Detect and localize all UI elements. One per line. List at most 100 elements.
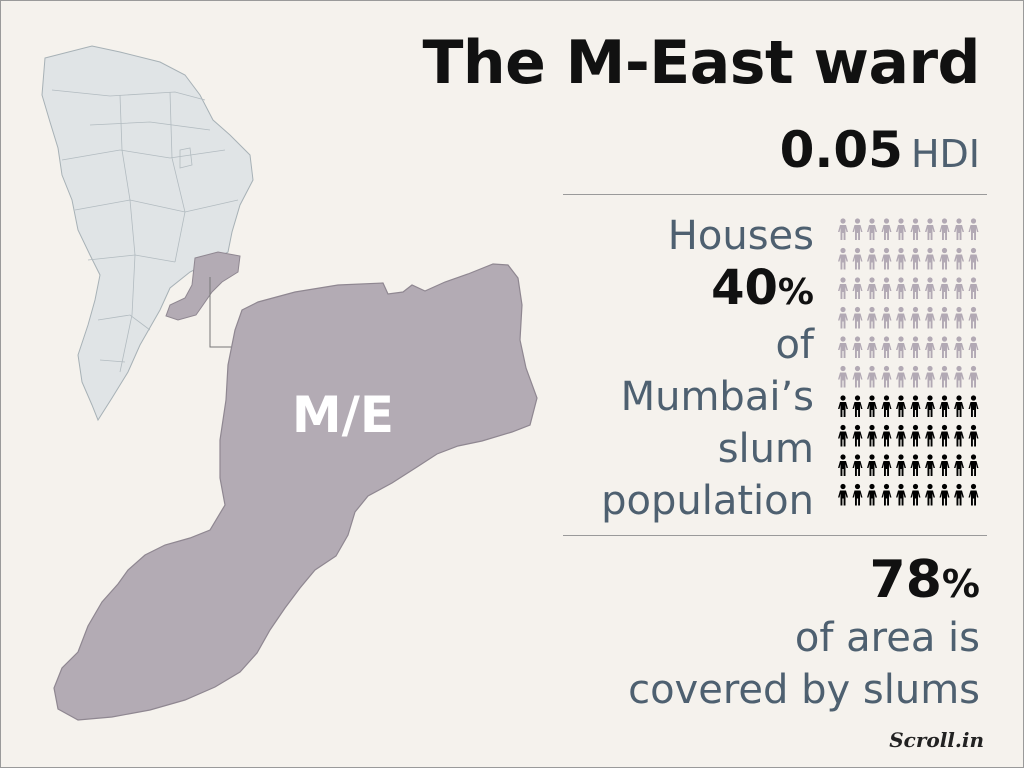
person-icon-highlighted [867,395,877,417]
person-icon-highlighted [867,424,877,447]
person-icon-highlighted [838,454,848,476]
houses-percent: 40% [601,262,814,319]
person-icon-highlighted [881,483,892,506]
person-icon [954,277,964,299]
person-icon-highlighted [838,483,848,506]
person-icon [852,306,863,329]
person-icon-highlighted [939,395,950,417]
person-icon-highlighted [910,454,921,476]
ward-boundaries [51,89,239,373]
person-icon-highlighted [910,395,921,417]
person-icon-highlighted [896,424,906,447]
person-icon [852,336,863,358]
person-icon-highlighted [896,395,906,417]
person-icon [925,336,935,358]
person-icon [939,218,950,240]
person-icon-highlighted [968,483,979,506]
person-icon [867,218,877,240]
person-icon [925,247,935,270]
houses-line: slum [717,426,814,472]
person-icon [910,306,921,329]
person-icon [896,247,906,270]
person-icon-highlighted [852,395,863,417]
person-icon [838,365,848,388]
person-icon-highlighted [881,395,892,417]
area-line: covered by slums [628,667,980,713]
person-icon-highlighted [867,483,877,506]
person-icon [910,336,921,358]
person-icon [852,277,863,299]
page-title: The M-East ward [422,28,980,98]
person-icon [910,247,921,270]
person-icon-highlighted [838,395,848,417]
person-icon-highlighted [925,483,935,506]
person-icon [939,277,950,299]
houses-line: of [775,322,814,368]
houses-line: population [601,478,814,524]
person-icon [954,218,964,240]
person-icon [881,306,892,329]
hdi-value: 0.05 [779,121,903,179]
mumbai-map: M/E [41,45,538,721]
m-east-ward-shape [53,263,538,721]
person-icon [910,218,921,240]
person-icon [852,247,863,270]
person-icon [954,306,964,329]
person-icon-highlighted [968,454,979,476]
person-icon [838,277,848,299]
person-icon [968,336,979,358]
person-icon [968,306,979,329]
person-icon [852,365,863,388]
houses-heading: Houses [667,213,814,259]
person-icon [881,336,892,358]
person-icon [939,306,950,329]
person-icon-highlighted [867,454,877,476]
person-icon-highlighted [954,483,964,506]
person-icon [939,336,950,358]
person-icon [852,218,863,240]
person-icon [867,365,877,388]
area-stat: 78% of area is covered by slums [628,552,980,716]
person-icon [867,247,877,270]
person-icon-highlighted [896,483,906,506]
person-icon [867,306,877,329]
person-icon [896,277,906,299]
person-icon [896,218,906,240]
person-icon [838,218,848,240]
person-icon-highlighted [954,424,964,447]
hdi-label: HDI [910,132,980,176]
person-icon [896,336,906,358]
person-icon-highlighted [910,424,921,447]
person-icon [896,306,906,329]
hdi-stat: 0.05 HDI [780,125,980,175]
person-icon-highlighted [910,483,921,506]
person-icon [881,247,892,270]
person-icon [968,365,979,388]
person-icon-highlighted [925,424,935,447]
area-percent-sign: % [941,562,980,606]
person-icon [881,365,892,388]
person-icon [968,277,979,299]
person-icon [968,247,979,270]
person-icon-highlighted [925,454,935,476]
person-icon-highlighted [939,424,950,447]
person-icon [838,247,848,270]
person-icon-highlighted [954,454,964,476]
person-icon [925,306,935,329]
person-icon [867,277,877,299]
person-icon-highlighted [954,395,964,417]
person-icon [867,336,877,358]
area-line: of area is [794,615,980,661]
person-icon-highlighted [925,395,935,417]
person-icon [881,277,892,299]
person-icon-highlighted [881,424,892,447]
person-icon-highlighted [968,395,979,417]
houses-percent-value: 40 [711,260,778,316]
person-icon [954,247,964,270]
person-icon [925,365,935,388]
brand-logo: Scroll.in [889,728,984,752]
person-icon [954,365,964,388]
m-east-locator [165,251,241,321]
person-icon [910,277,921,299]
person-icon-highlighted [896,454,906,476]
